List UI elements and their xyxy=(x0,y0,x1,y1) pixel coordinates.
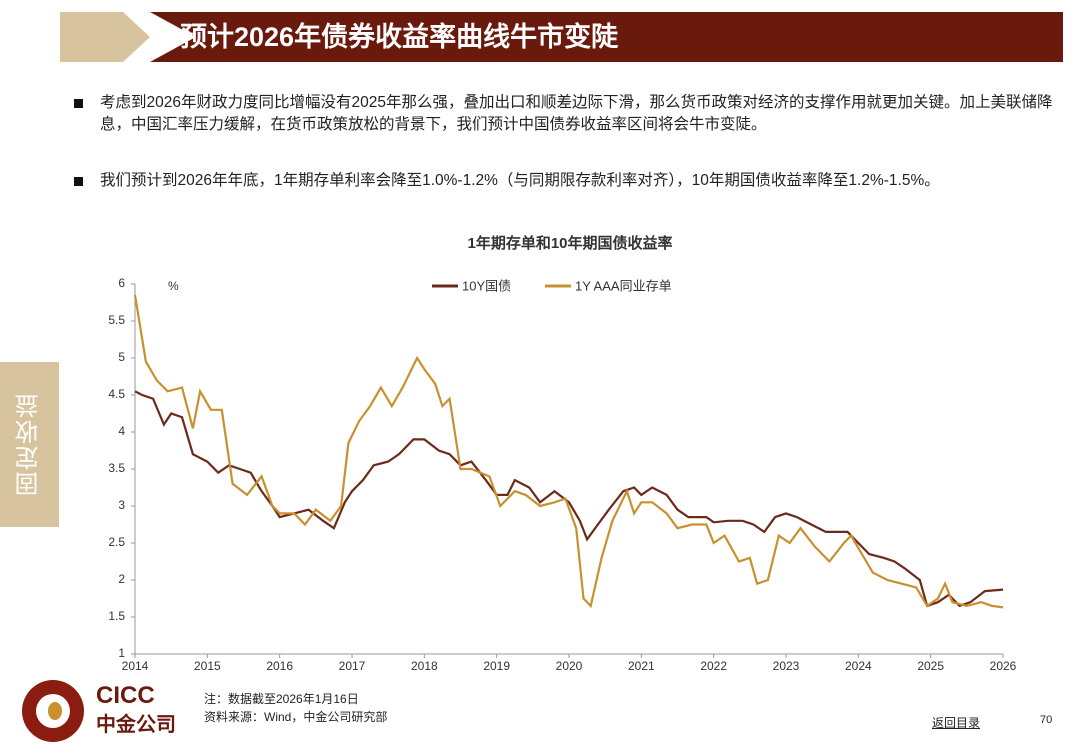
x-tick-label: 2026 xyxy=(990,659,1017,673)
x-tick-label: 2017 xyxy=(339,659,366,673)
source: 资料来源：Wind，中金公司研究部 xyxy=(204,710,388,724)
legend-label: 1Y AAA同业存单 xyxy=(575,278,672,293)
x-tick-label: 2020 xyxy=(556,659,583,673)
logo-en: CICC xyxy=(96,682,155,709)
x-tick-label: 2024 xyxy=(845,659,872,673)
note: 注：数据截至2026年1月16日 xyxy=(204,692,359,706)
back-link[interactable]: 返回目录 xyxy=(932,716,981,730)
bullet: 我们预计到2026年年底，1年期存单利率会降至1.0%-1.2%（与同期限存款利… xyxy=(74,170,1060,192)
x-tick-label: 2025 xyxy=(917,659,944,673)
legend-label: 10Y国债 xyxy=(462,278,511,293)
x-tick-label: 2021 xyxy=(628,659,655,673)
y-tick-label: 1.5 xyxy=(108,609,125,623)
x-tick-label: 2023 xyxy=(773,659,800,673)
y-tick-label: 6 xyxy=(118,276,125,290)
x-tick-label: 2015 xyxy=(194,659,221,673)
header-band xyxy=(150,12,1063,62)
y-tick-label: 4 xyxy=(118,424,125,438)
chart-title: 1年期存单和10年期国债收益率 xyxy=(467,234,672,252)
page-number: 70 xyxy=(1040,714,1053,726)
y-tick-label: 5 xyxy=(118,350,125,364)
bullet: 考虑到2026年财政力度同比增幅没有2025年那么强，叠加出口和顺差边际下滑，那… xyxy=(74,92,1060,136)
y-tick-label: 3 xyxy=(118,498,125,512)
y-tick-label: 4.5 xyxy=(108,387,125,401)
y-tick-label: 2 xyxy=(118,572,125,586)
x-tick-label: 2016 xyxy=(266,659,293,673)
series-line xyxy=(133,294,1004,609)
x-tick-label: 2014 xyxy=(122,659,149,673)
y-tick-label: 2.5 xyxy=(108,535,125,549)
x-tick-label: 2019 xyxy=(483,659,510,673)
slide-title: 预计2026年债券收益率曲线牛市变陡 xyxy=(180,22,619,52)
y-tick-label: 1 xyxy=(118,646,125,660)
y-tick-label: 3.5 xyxy=(108,461,125,475)
x-tick-label: 2022 xyxy=(700,659,727,673)
logo-mark xyxy=(48,702,62,720)
y-tick-label: 5.5 xyxy=(108,313,125,327)
x-tick-label: 2018 xyxy=(411,659,438,673)
logo-cn: 中金公司 xyxy=(96,714,176,736)
chart: 1年期存单和10年期国债收益率 % 1 1.5 2 2.5 3 3.5 4 4.5 5 5.5 6 2… xyxy=(108,234,1017,673)
unit-label: % xyxy=(168,279,179,293)
